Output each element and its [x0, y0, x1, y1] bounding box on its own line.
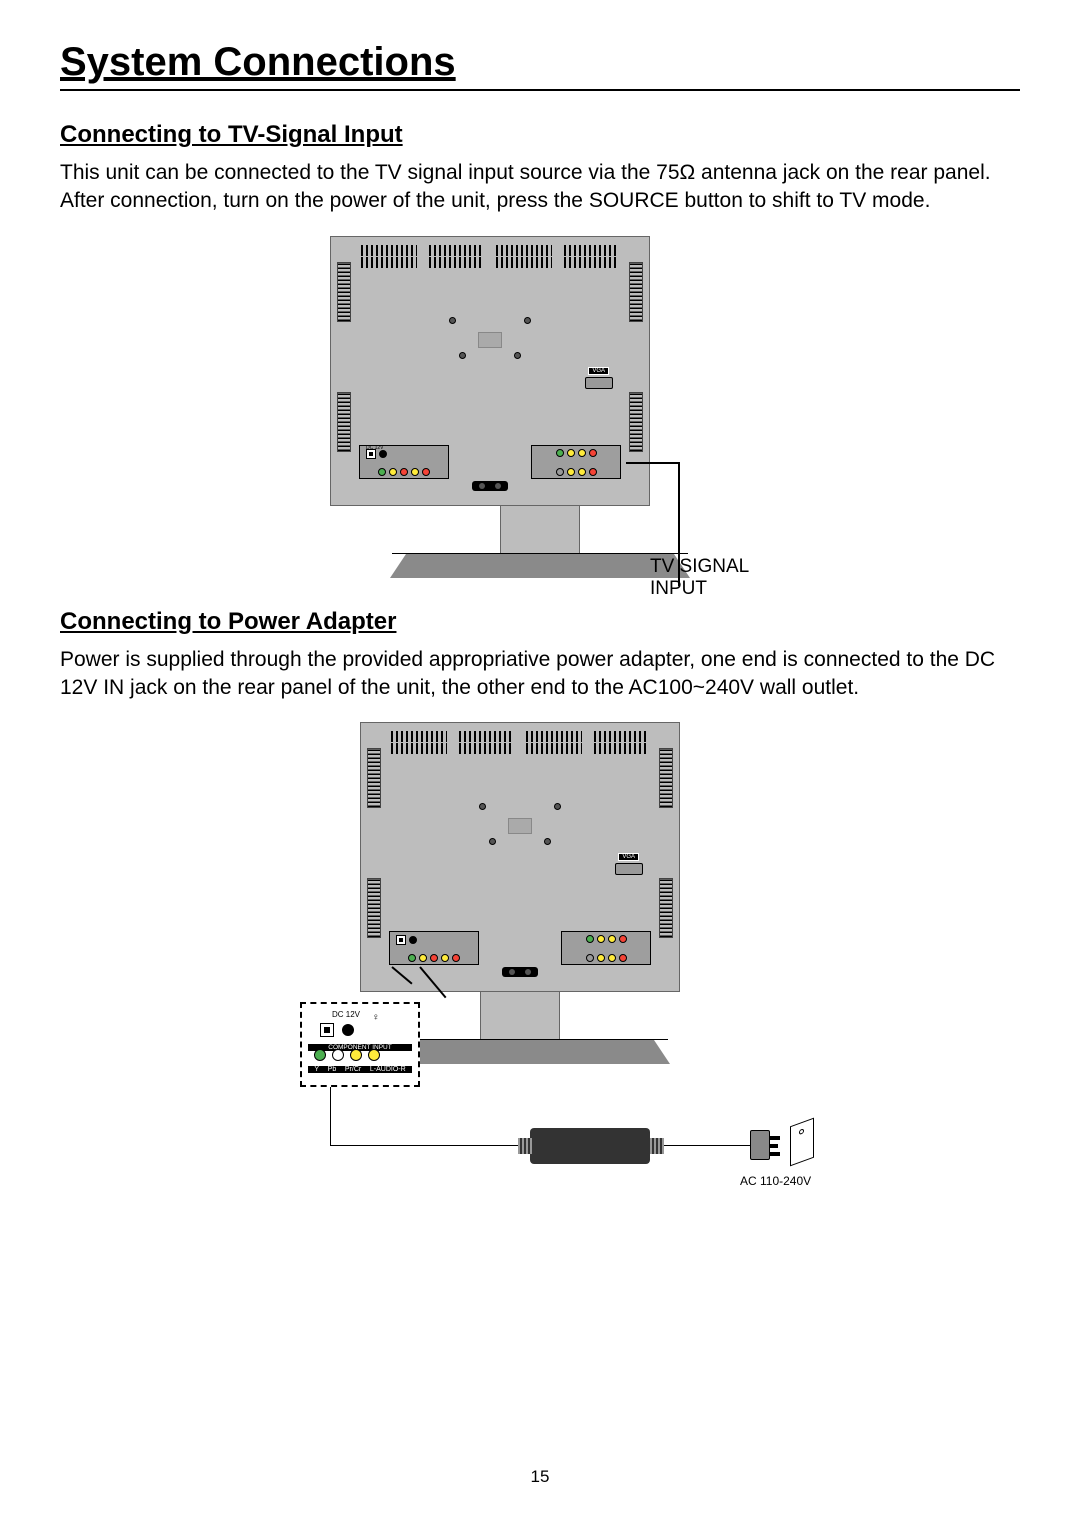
page-number: 15 [0, 1467, 1080, 1487]
vga-label-2: VGA [618, 853, 639, 861]
component-pr [400, 468, 408, 476]
diagram-power-adapter: VGA [60, 722, 1020, 1202]
component-pin-labels: Y Pb Pr/Cr L-AUDIO-R [308, 1066, 412, 1073]
vga-label: VGA [588, 367, 609, 375]
section-body-tv: This unit can be connected to the TV sig… [60, 159, 1020, 216]
page-title: System Connections [60, 40, 1020, 91]
ac-voltage-label: AC 110-240V [740, 1174, 811, 1188]
section-heading-power: Connecting to Power Adapter [60, 608, 1020, 636]
power-adapter-brick [530, 1128, 650, 1164]
vga-port [585, 377, 613, 389]
av2-video [567, 468, 575, 476]
audio-l [411, 468, 419, 476]
adapter-grip-right [650, 1138, 664, 1154]
component-pb [389, 468, 397, 476]
headphone-jack [379, 450, 387, 458]
section-body-power: Power is supplied through the provided a… [60, 646, 1020, 703]
co-jack-pb [332, 1049, 344, 1061]
av1-video [567, 449, 575, 457]
rear-panel-right [531, 445, 621, 479]
av2-l [578, 468, 586, 476]
section-heading-tv: Connecting to TV-Signal Input [60, 121, 1020, 149]
adapter-grip-left [518, 1138, 532, 1154]
co-jack-y [314, 1049, 326, 1061]
hp-jack-big [342, 1024, 354, 1036]
component-y [378, 468, 386, 476]
diagram-tv-signal: VGA DC 12V [60, 236, 1020, 578]
av1-l [578, 449, 586, 457]
av2-r [589, 468, 597, 476]
wall-outlet [790, 1118, 814, 1167]
av1-r [589, 449, 597, 457]
co-jack-pr [350, 1049, 362, 1061]
dc-jack-icon [366, 449, 376, 459]
dc-jack-big [320, 1023, 334, 1037]
audio-r [422, 468, 430, 476]
dc-callout-box: DC 12V ♀ COMPONENT INPUT Y [300, 1002, 420, 1087]
svideo-jack [556, 468, 564, 476]
dc-12v-label: DC 12V [332, 1010, 360, 1019]
tv-signal-caption: TV SIGNAL INPUT [650, 556, 750, 600]
control-buttons [472, 481, 508, 491]
pc-audio-jack [556, 449, 564, 457]
rear-panel-left: DC 12V [359, 445, 449, 479]
co-jack-ar [368, 1049, 380, 1061]
ac-plug [750, 1130, 780, 1160]
monitor-stand [390, 554, 690, 578]
